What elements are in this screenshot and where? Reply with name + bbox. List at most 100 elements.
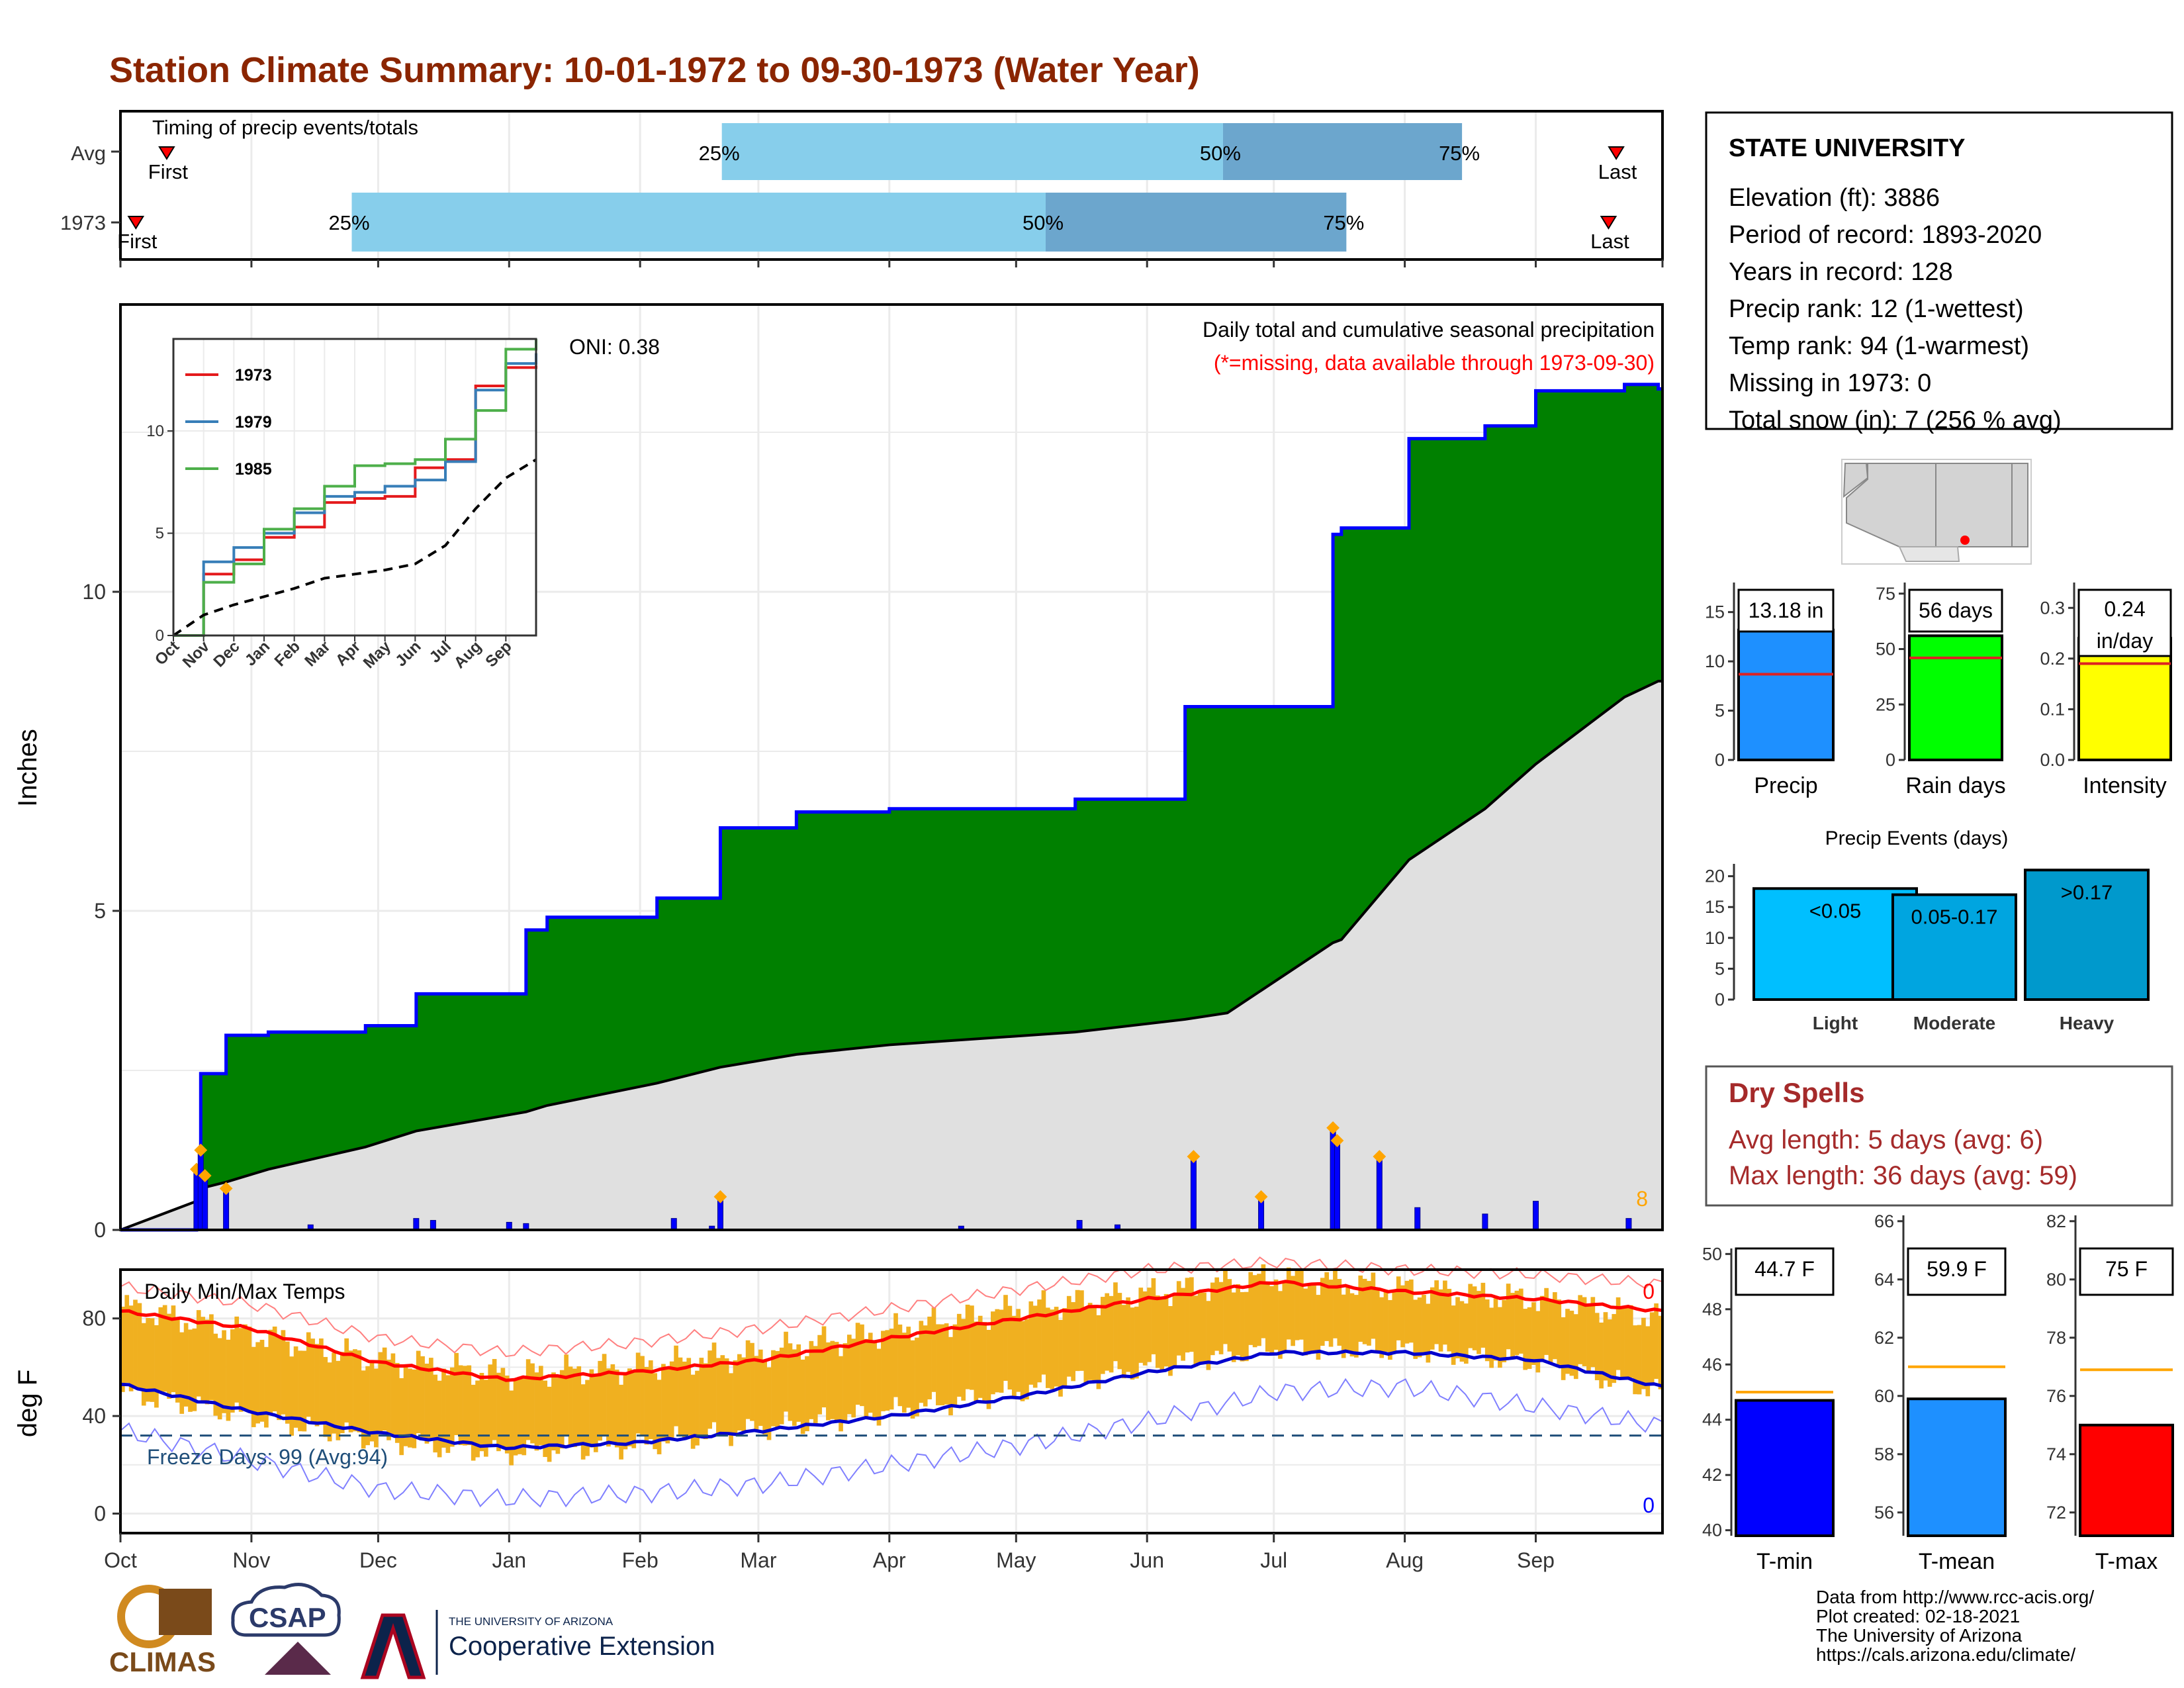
summary-value-label: 13.18 in	[1749, 598, 1824, 622]
daily-temp-bar	[1244, 1291, 1249, 1362]
inset-x-tick-label: Apr	[332, 637, 364, 669]
daily-temp-bar	[1151, 1278, 1156, 1354]
daily-temp-bar	[906, 1327, 911, 1408]
timing-first-marker	[158, 146, 175, 160]
inset-x-tick-label: Feb	[271, 637, 304, 670]
month-axis: Oct Nov Dec Jan Feb Mar Apr May Jun Jul Aug Sep	[104, 1533, 1555, 1572]
daily-temp-bar	[374, 1368, 379, 1448]
summary-y-tick-label: 25	[1876, 694, 1895, 714]
daily-temp-bar	[1282, 1282, 1287, 1352]
daily-temp-bar	[361, 1370, 366, 1449]
daily-temp-bar	[1011, 1315, 1017, 1398]
timing-q50-q75-bar	[1046, 193, 1347, 252]
timing-q50-q75-bar	[1222, 123, 1463, 180]
month-tick-label: May	[996, 1548, 1036, 1572]
daily-temp-bar	[1603, 1312, 1608, 1381]
daily-temp-bar	[978, 1315, 983, 1398]
footer-line-1: Data from http://www.rcc-acis.org/	[1816, 1587, 2094, 1607]
daily-temp-bar	[467, 1365, 472, 1446]
daily-temp-bar	[209, 1314, 214, 1401]
timing-bars: 25% 50% 75% First Last 25% 50% 75% First Last	[117, 123, 1637, 253]
daily-temp-bar	[1371, 1272, 1376, 1339]
timing-frame	[119, 110, 1664, 261]
summary-y-tick-label: 10	[1705, 651, 1725, 671]
daily-temp-bar	[568, 1366, 573, 1446]
daily-temp-bar	[602, 1354, 607, 1435]
daily-temp-bar	[213, 1333, 218, 1416]
precip-frame	[119, 303, 1664, 1231]
daily-temp-bar	[729, 1373, 733, 1446]
daily-temp-bar	[910, 1340, 915, 1419]
daily-temp-bar	[1518, 1288, 1524, 1354]
summary-y-tick-label: 58	[1874, 1444, 1894, 1464]
summary-y-tick-label: 0.2	[2040, 649, 2065, 669]
month-tick-label: Aug	[1386, 1548, 1424, 1572]
daily-temp-bar	[408, 1368, 412, 1448]
daily-temp-bar	[1105, 1293, 1110, 1371]
daily-temp-bar	[1286, 1267, 1291, 1340]
daily-temp-bar	[429, 1358, 433, 1439]
daily-temp-bar	[876, 1348, 882, 1426]
precip-y-tick-label: 10	[82, 580, 106, 604]
daily-temp-bar	[695, 1370, 700, 1446]
climas-logo-text: CLIMAS	[109, 1646, 216, 1677]
temp-y-tick-label: 80	[82, 1307, 106, 1331]
daily-temp-bar	[610, 1364, 615, 1444]
csap-logo: CSAP	[231, 1583, 341, 1675]
daily-temp-bar	[1645, 1326, 1651, 1397]
daily-temp-bar	[1510, 1293, 1515, 1357]
inset-series-line-1985	[173, 339, 537, 637]
daily-temp-bar	[1227, 1279, 1232, 1352]
daily-temp-bar	[1553, 1292, 1557, 1360]
summary-bar-value	[2079, 1423, 2174, 1538]
daily-precip-bar	[1376, 1156, 1383, 1231]
timing-row-label-year: 1973	[60, 211, 106, 234]
daily-temp-bar	[141, 1323, 146, 1406]
precip-y-label: Inches	[13, 729, 42, 807]
daily-temp-bar	[720, 1355, 725, 1432]
summary-chart-t-mean: 59.9 F 56 58 60 62 64 66 T-mean	[1874, 1211, 2016, 1574]
daily-temp-bar	[619, 1384, 623, 1460]
events-category-label: Light	[1813, 1013, 1858, 1033]
station-name: STATE UNIVERSITY	[1729, 134, 1966, 162]
daily-temp-bar	[336, 1360, 341, 1440]
daily-temp-bar	[332, 1352, 336, 1434]
daily-temp-bar	[1096, 1315, 1101, 1389]
daily-temp-bar	[1003, 1295, 1008, 1381]
daily-temp-bar	[1333, 1269, 1338, 1338]
summary-chart-t-max: 75 F 72 74 76 78 80 82 T-max	[2046, 1211, 2177, 1574]
footer-line-2: Plot created: 02-18-2021	[1816, 1606, 2020, 1626]
daily-temp-bar	[251, 1346, 256, 1427]
daily-temp-bar	[1307, 1286, 1312, 1353]
daily-temp-bar	[416, 1350, 421, 1434]
inset-x-tick-label: Jul	[426, 637, 455, 667]
daily-temp-bar	[327, 1362, 332, 1442]
daily-temp-bar	[576, 1366, 582, 1446]
month-tick-label: Nov	[232, 1548, 270, 1572]
events-category-label: Moderate	[1913, 1013, 1995, 1033]
daily-temp-bar	[1261, 1264, 1266, 1338]
summary-value-label: 59.9 F	[1927, 1257, 1987, 1281]
dry-spells-avg: Avg length: 5 days (avg: 6)	[1729, 1125, 2043, 1154]
timing-last-label: Last	[1590, 230, 1629, 253]
daily-temp-bars	[120, 1264, 1663, 1466]
summary-value-label: 56 days	[1919, 598, 1993, 622]
daily-temp-bar	[504, 1376, 510, 1454]
daily-temp-bar	[162, 1305, 167, 1392]
daily-temp-bar	[357, 1350, 362, 1432]
daily-temp-bar	[956, 1313, 962, 1397]
daily-temp-bar	[1590, 1297, 1596, 1368]
daily-temp-bar	[538, 1366, 543, 1446]
daily-temp-bar	[1392, 1291, 1397, 1353]
daily-temp-bar	[1649, 1312, 1655, 1386]
daily-temp-bar	[669, 1361, 674, 1439]
daily-temp-bar	[796, 1344, 801, 1422]
inset-x-tick-label: Nov	[179, 637, 214, 672]
daily-temp-bar	[589, 1369, 594, 1448]
footer-credits: Data from http://www.rcc-acis.org/ Plot …	[1816, 1587, 2094, 1665]
daily-temp-bar	[1582, 1297, 1587, 1366]
daily-temp-bar	[1383, 1289, 1388, 1352]
daily-temp-bar	[323, 1356, 328, 1437]
daily-temp-bar	[1126, 1297, 1130, 1372]
summary-value-label: 75 F	[2105, 1257, 2148, 1281]
